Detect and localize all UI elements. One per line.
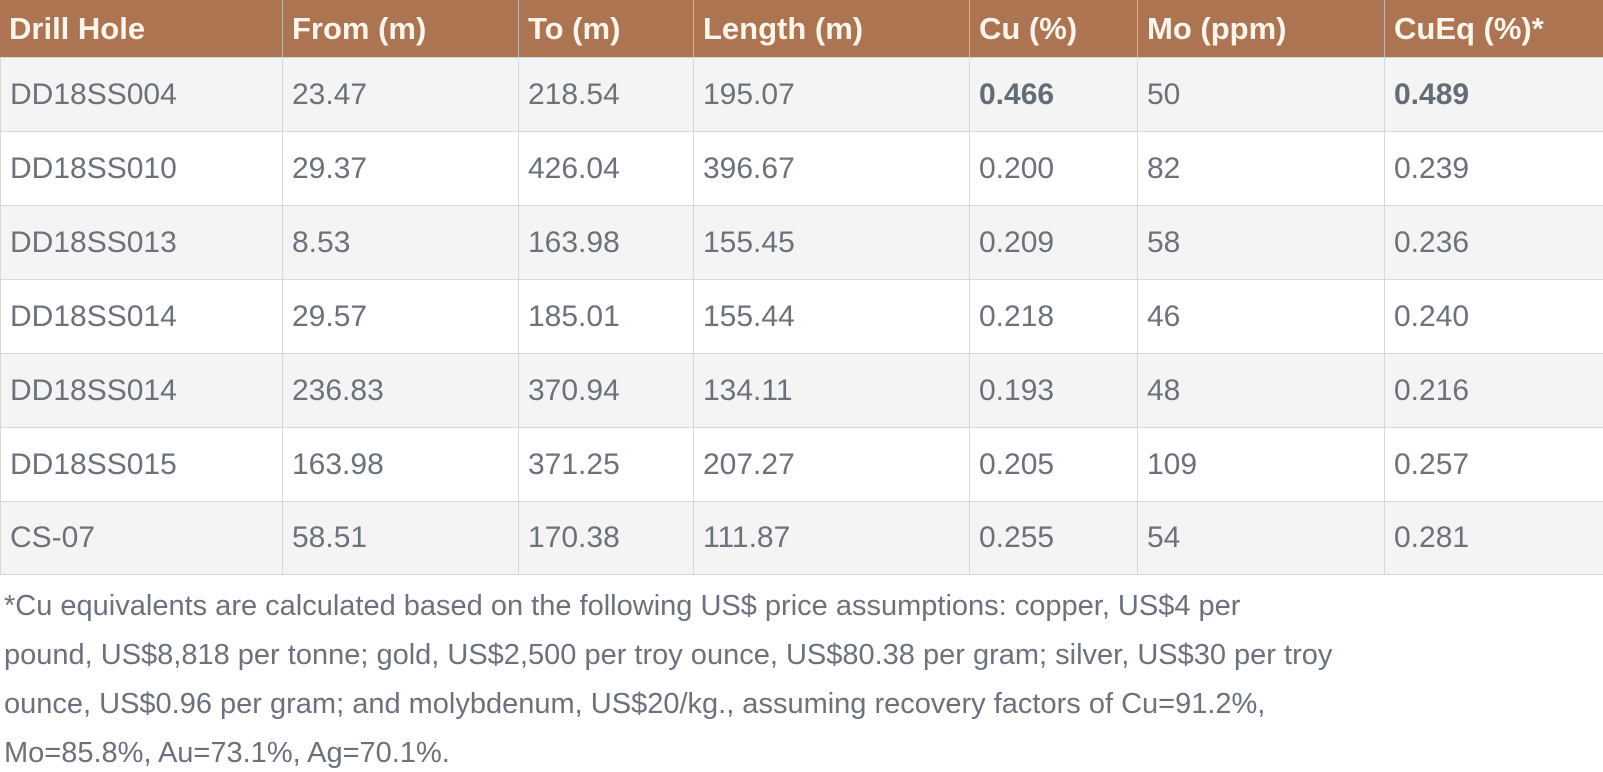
cell-mo-ppm: 46 (1138, 279, 1385, 353)
cell-length-m: 155.44 (694, 279, 970, 353)
cell-drill-hole: CS-07 (0, 501, 283, 575)
cell-mo-ppm: 54 (1138, 501, 1385, 575)
column-header-cueq-pct: CuEq (%)* (1385, 0, 1603, 57)
table-header: Drill Hole From (m) To (m) Length (m) Cu (%)… (0, 0, 1603, 57)
cell-to-m: 185.01 (519, 279, 694, 353)
cell-from-m: 29.37 (283, 131, 519, 205)
column-header-to-m: To (m) (519, 0, 694, 57)
cell-drill-hole: DD18SS013 (0, 205, 283, 279)
cell-length-m: 207.27 (694, 427, 970, 501)
table-body: DD18SS004 23.47 218.54 195.07 0.466 50 0.489 DD… (0, 57, 1603, 575)
cell-from-m: 29.57 (283, 279, 519, 353)
column-header-length-m: Length (m) (694, 0, 970, 57)
table-row: DD18SS014 236.83 370.94 134.11 0.193 48 0.216 (0, 353, 1603, 427)
footnote-line: *Cu equivalents are calculated based on … (4, 590, 1241, 622)
cell-drill-hole: DD18SS014 (0, 353, 283, 427)
header-row: Drill Hole From (m) To (m) Length (m) Cu (%)… (0, 0, 1603, 57)
cell-length-m: 396.67 (694, 131, 970, 205)
cell-cu-pct: 0.200 (970, 131, 1138, 205)
cell-cueq-pct: 0.236 (1385, 205, 1603, 279)
footnote-line: pound, US$8,818 per tonne; gold, US$2,50… (4, 639, 1333, 671)
cell-cu-pct: 0.218 (970, 279, 1138, 353)
cell-cu-pct: 0.209 (970, 205, 1138, 279)
table-row: CS-07 58.51 170.38 111.87 0.255 54 0.281 (0, 501, 1603, 575)
cell-cueq-pct: 0.257 (1385, 427, 1603, 501)
cell-mo-ppm: 48 (1138, 353, 1385, 427)
column-header-mo-ppm: Mo (ppm) (1138, 0, 1385, 57)
cu-equivalents-footnote: *Cu equivalents are calculated based on … (0, 575, 1603, 772)
cell-to-m: 371.25 (519, 427, 694, 501)
cell-mo-ppm: 58 (1138, 205, 1385, 279)
column-header-drill-hole: Drill Hole (0, 0, 283, 57)
cell-length-m: 195.07 (694, 57, 970, 131)
table-row: DD18SS004 23.47 218.54 195.07 0.466 50 0.489 (0, 57, 1603, 131)
cell-length-m: 111.87 (694, 501, 970, 575)
column-header-cu-pct: Cu (%) (970, 0, 1138, 57)
cell-from-m: 23.47 (283, 57, 519, 131)
cell-length-m: 134.11 (694, 353, 970, 427)
cell-to-m: 426.04 (519, 131, 694, 205)
footnote-line: Mo=85.8%, Au=73.1%, Ag=70.1%. (4, 737, 450, 769)
drill-hole-intercepts-table: Drill Hole From (m) To (m) Length (m) Cu (%)… (0, 0, 1603, 575)
cell-cu-pct: 0.255 (970, 501, 1138, 575)
cell-cueq-pct: 0.216 (1385, 353, 1603, 427)
table-row: DD18SS015 163.98 371.25 207.27 0.205 109 0.257 (0, 427, 1603, 501)
footnote-line: ounce, US$0.96 per gram; and molybdenum,… (4, 688, 1266, 720)
cell-cueq-pct: 0.281 (1385, 501, 1603, 575)
cell-from-m: 58.51 (283, 501, 519, 575)
cell-drill-hole: DD18SS004 (0, 57, 283, 131)
cell-to-m: 370.94 (519, 353, 694, 427)
table-row: DD18SS010 29.37 426.04 396.67 0.200 82 0.239 (0, 131, 1603, 205)
cell-to-m: 218.54 (519, 57, 694, 131)
cell-drill-hole: DD18SS015 (0, 427, 283, 501)
cell-cu-pct: 0.193 (970, 353, 1138, 427)
cell-to-m: 163.98 (519, 205, 694, 279)
cell-cueq-pct: 0.240 (1385, 279, 1603, 353)
column-header-from-m: From (m) (283, 0, 519, 57)
cell-length-m: 155.45 (694, 205, 970, 279)
cell-from-m: 8.53 (283, 205, 519, 279)
cell-cueq-pct: 0.489 (1385, 57, 1603, 131)
cell-from-m: 236.83 (283, 353, 519, 427)
cell-mo-ppm: 109 (1138, 427, 1385, 501)
cell-cueq-pct: 0.239 (1385, 131, 1603, 205)
cell-drill-hole: DD18SS014 (0, 279, 283, 353)
table-row: DD18SS014 29.57 185.01 155.44 0.218 46 0.240 (0, 279, 1603, 353)
cell-from-m: 163.98 (283, 427, 519, 501)
cell-cu-pct: 0.205 (970, 427, 1138, 501)
cell-mo-ppm: 50 (1138, 57, 1385, 131)
cell-drill-hole: DD18SS010 (0, 131, 283, 205)
table-row: DD18SS013 8.53 163.98 155.45 0.209 58 0.236 (0, 205, 1603, 279)
cell-mo-ppm: 82 (1138, 131, 1385, 205)
cell-to-m: 170.38 (519, 501, 694, 575)
cell-cu-pct: 0.466 (970, 57, 1138, 131)
